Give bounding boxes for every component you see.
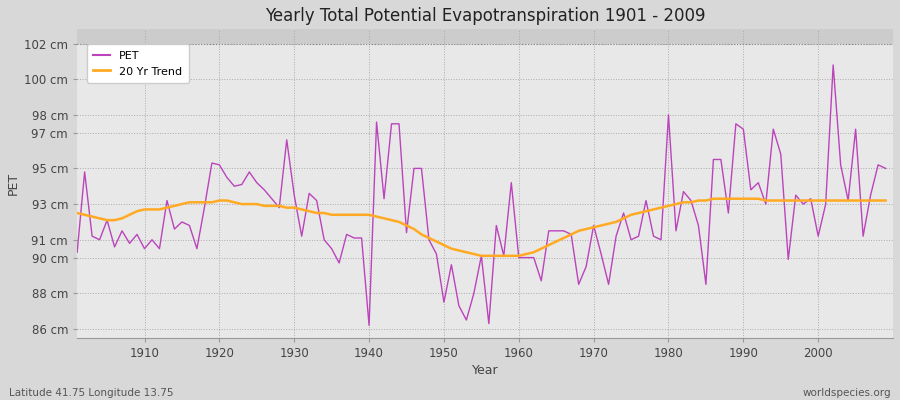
Y-axis label: PET: PET [7,172,20,195]
X-axis label: Year: Year [472,364,499,377]
Text: worldspecies.org: worldspecies.org [803,388,891,398]
Text: Latitude 41.75 Longitude 13.75: Latitude 41.75 Longitude 13.75 [9,388,174,398]
Legend: PET, 20 Yr Trend: PET, 20 Yr Trend [86,44,189,83]
Bar [77,29,893,44]
Title: Yearly Total Potential Evapotranspiration 1901 - 2009: Yearly Total Potential Evapotranspiratio… [265,7,706,25]
